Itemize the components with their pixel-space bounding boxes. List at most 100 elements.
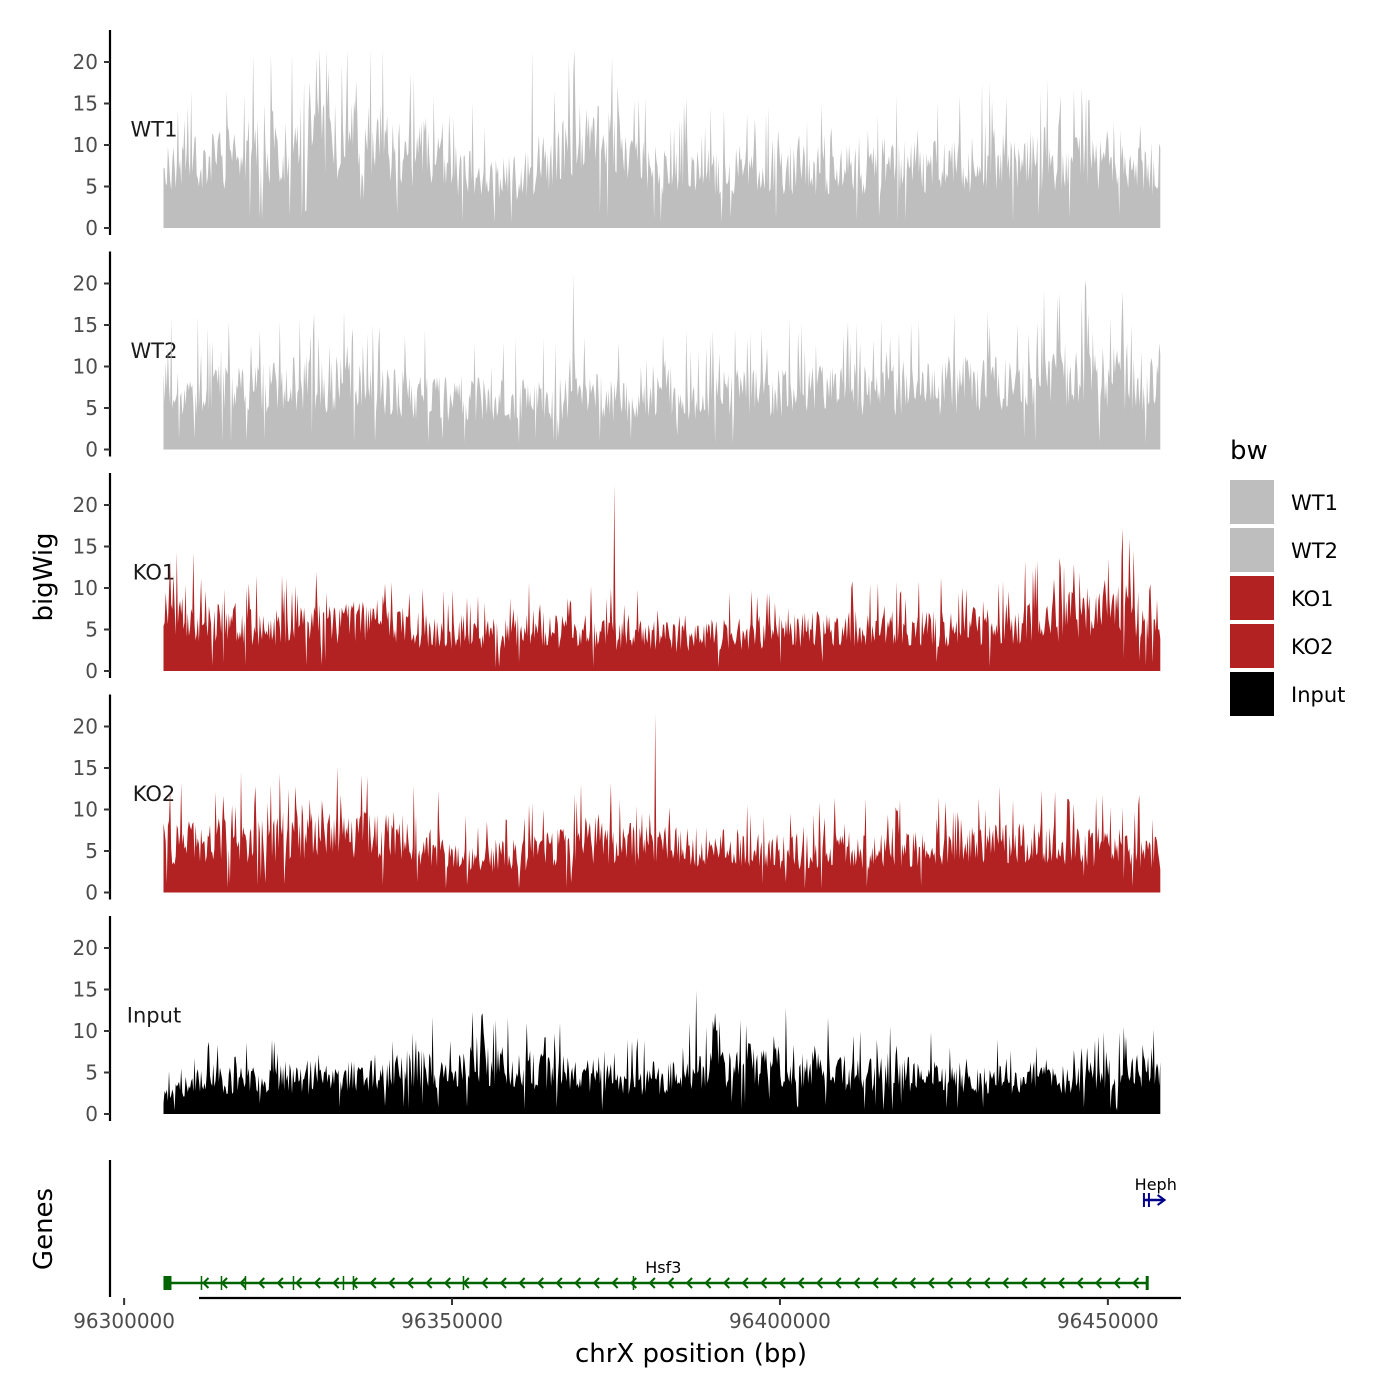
strand-arrow	[611, 1277, 619, 1289]
legend-swatch	[1230, 528, 1274, 572]
strand-arrow	[722, 1277, 730, 1289]
track-label-input: Input	[127, 1004, 181, 1028]
legend-swatch	[1230, 576, 1274, 620]
strand-arrow	[685, 1277, 693, 1289]
strand-arrow	[667, 1277, 675, 1289]
gene-heph: Heph	[1135, 1175, 1177, 1207]
strand-arrow	[443, 1277, 451, 1289]
strand-arrow	[276, 1277, 284, 1289]
strand-arrow	[1076, 1277, 1084, 1289]
x-tick-label: 96400000	[729, 1309, 831, 1333]
y-tick-label: 15	[73, 978, 98, 1002]
track-label-wt1: WT1	[131, 118, 178, 142]
legend-label: KO2	[1291, 635, 1334, 659]
legend-label: WT1	[1291, 491, 1338, 515]
gene-exon	[163, 1276, 172, 1290]
y-tick-label: 0	[85, 216, 98, 240]
y-tick-label: 20	[73, 936, 98, 960]
legend-label: WT2	[1291, 539, 1338, 563]
strand-arrow	[927, 1277, 935, 1289]
signal-tracks: 0 5 10 15 20 WT1 0 5 10 15 20 WT2 0 5 10 15 20 KO1 0 5 10 15 2…	[73, 30, 1161, 1126]
legend: WT1 WT2 KO1 KO2 Input	[1230, 480, 1345, 716]
y-tick-label: 15	[73, 92, 98, 116]
strand-arrow	[629, 1277, 637, 1289]
strand-arrow	[313, 1277, 321, 1289]
y-tick-label: 5	[85, 396, 98, 420]
strand-arrow	[536, 1277, 544, 1289]
x-tick-label: 96300000	[73, 1309, 175, 1333]
gene-label-hsf3: Hsf3	[645, 1258, 681, 1277]
y-tick-label: 5	[85, 1061, 98, 1085]
y-tick-label: 0	[85, 659, 98, 683]
track-ko2: 0 5 10 15 20 KO2	[73, 694, 1161, 905]
x-axis-title: chrX position (bp)	[575, 1339, 807, 1369]
strand-arrow	[890, 1277, 898, 1289]
gene-track: Hsf3 Heph	[108, 1160, 1177, 1297]
y-tick-label: 20	[73, 50, 98, 74]
strand-arrow	[1094, 1277, 1102, 1289]
y-tick-label: 5	[85, 839, 98, 863]
y-tick-label: 10	[73, 133, 98, 157]
strand-arrow	[295, 1277, 303, 1289]
strand-arrow	[797, 1277, 805, 1289]
strand-arrow	[834, 1277, 842, 1289]
strand-arrow	[853, 1277, 861, 1289]
y-tick-label: 10	[73, 1019, 98, 1043]
y-tick-label: 5	[85, 618, 98, 642]
strand-arrow	[1113, 1277, 1121, 1289]
strand-arrow	[778, 1277, 786, 1289]
y-tick-label: 10	[73, 355, 98, 379]
y-tick-label: 0	[85, 1102, 98, 1126]
y-tick-label: 10	[73, 798, 98, 822]
coverage-area-ko2	[163, 714, 1161, 893]
strand-arrow	[946, 1277, 954, 1289]
strand-arrow	[555, 1277, 563, 1289]
strand-arrow	[350, 1277, 358, 1289]
legend-swatch	[1230, 480, 1274, 524]
y-tick-label: 20	[73, 272, 98, 296]
strand-arrow	[388, 1277, 396, 1289]
strand-arrow	[648, 1277, 656, 1289]
y-tick-label: 20	[73, 715, 98, 739]
strand-arrow	[1001, 1277, 1009, 1289]
strand-arrow	[481, 1277, 489, 1289]
x-tick-label: 96450000	[1057, 1309, 1159, 1333]
legend-item-ko2: KO2	[1230, 624, 1334, 668]
track-ko1: 0 5 10 15 20 KO1	[73, 473, 1161, 683]
strand-arrow	[369, 1277, 377, 1289]
strand-arrow	[202, 1277, 210, 1289]
strand-arrow	[239, 1277, 247, 1289]
x-axis: 96300000 96350000 96400000 96450000	[73, 1296, 1181, 1333]
track-label-ko2: KO2	[133, 782, 176, 806]
gene-label-heph: Heph	[1135, 1175, 1177, 1194]
track-input: 0 5 10 15 20 Input	[73, 916, 1161, 1126]
legend-item-ko1: KO1	[1230, 576, 1334, 620]
y-tick-label: 15	[73, 756, 98, 780]
coverage-area-input	[163, 990, 1161, 1114]
y-tick-label: 15	[73, 535, 98, 559]
coverage-area-wt2	[163, 273, 1161, 450]
genes-axis-title: Genes	[29, 1188, 59, 1270]
x-tick-label: 96350000	[401, 1309, 503, 1333]
track-wt2: 0 5 10 15 20 WT2	[73, 251, 1161, 462]
strand-arrow	[1039, 1277, 1047, 1289]
y-tick-label: 5	[85, 175, 98, 199]
legend-swatch	[1230, 624, 1274, 668]
strand-arrow	[760, 1277, 768, 1289]
strand-arrow	[1157, 1194, 1167, 1206]
strand-arrow	[704, 1277, 712, 1289]
y-tick-label: 0	[85, 881, 98, 905]
track-wt1: 0 5 10 15 20 WT1	[73, 30, 1161, 240]
y-tick-label: 10	[73, 576, 98, 600]
legend-swatch	[1230, 672, 1274, 716]
y-tick-label: 0	[85, 438, 98, 462]
strand-arrow	[1020, 1277, 1028, 1289]
strand-arrow	[332, 1277, 340, 1289]
strand-arrow	[871, 1277, 879, 1289]
y-tick-label: 15	[73, 313, 98, 337]
strand-arrow	[815, 1277, 823, 1289]
y-axis-title: bigWig	[29, 532, 59, 621]
strand-arrow	[406, 1277, 414, 1289]
strand-arrow	[908, 1277, 916, 1289]
legend-item-wt1: WT1	[1230, 480, 1338, 524]
